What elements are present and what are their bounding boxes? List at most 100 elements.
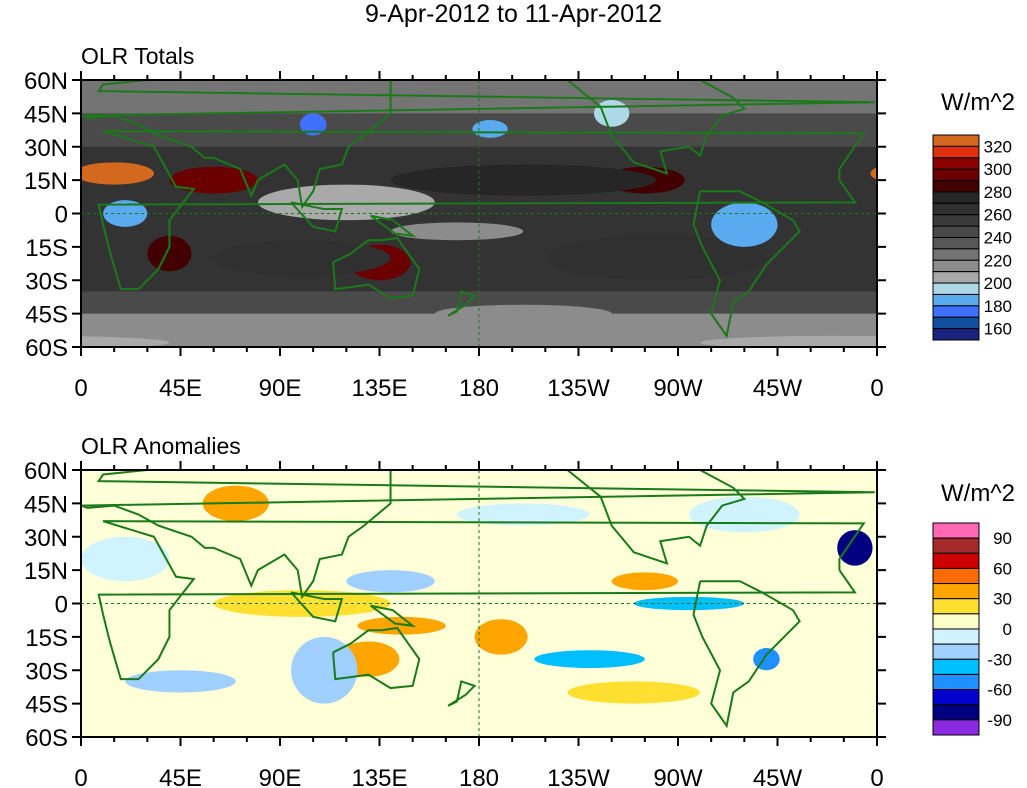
- contour-feature: [545, 235, 767, 281]
- coastline: [692, 580, 801, 729]
- coastline: [370, 604, 417, 628]
- coastline: [332, 236, 421, 300]
- colorbar-box: [932, 237, 980, 250]
- x-tick-label: 45E: [159, 765, 202, 788]
- coastline: [290, 201, 344, 233]
- y-tick-label: 45N: [24, 491, 68, 518]
- contour-feature: [0, 497, 4, 533]
- y-tick-label: 0: [55, 592, 68, 619]
- colorbar-label: -60: [987, 681, 1012, 700]
- coastline: [692, 190, 801, 339]
- colorbar-label: 0: [1003, 620, 1012, 639]
- colorbar-box: [932, 202, 980, 216]
- colorbar-box: [932, 613, 980, 630]
- y-tick-label: 30N: [24, 525, 68, 552]
- colorbar-box: [932, 583, 980, 600]
- coastline: [332, 626, 421, 690]
- x-tick-label: 135W: [547, 375, 610, 402]
- colorbar-box: [932, 673, 980, 691]
- y-tick-label: 45S: [25, 302, 68, 329]
- colorbar-box: [932, 134, 980, 147]
- colorbar-box: [932, 598, 980, 615]
- coastline: [81, 470, 875, 600]
- contour-feature: [81, 162, 154, 185]
- x-tick-label: 45W: [753, 375, 803, 402]
- contour-feature: [125, 670, 236, 693]
- colorbar-box: [932, 689, 980, 706]
- colorbar-label: 260: [984, 206, 1012, 225]
- x-tick-label: 0: [870, 375, 883, 402]
- contour-feature: [390, 222, 524, 241]
- colorbar-label: 30: [993, 590, 1012, 609]
- colorbar-label: 90: [993, 529, 1012, 548]
- contour-feature: [213, 240, 391, 276]
- contour-feature: [567, 681, 701, 704]
- contour-feature: [711, 202, 778, 247]
- colorbar-box: [932, 704, 980, 721]
- colorbar-box: [932, 225, 980, 239]
- contour-field: [0, 470, 1027, 737]
- y-tick-label: 60N: [24, 458, 68, 485]
- colorbar-units: W/m^2: [941, 89, 1015, 116]
- colorbar-label: 220: [984, 251, 1012, 270]
- colorbar-box: [932, 658, 980, 675]
- coastline: [447, 680, 477, 707]
- colorbar-box: [932, 316, 980, 330]
- colorbar-box: [932, 522, 980, 539]
- colorbar-units: W/m^2: [941, 480, 1015, 507]
- contour-feature: [1010, 590, 1027, 617]
- x-tick-label: 0: [74, 765, 87, 788]
- contour-feature: [81, 336, 170, 347]
- contour-feature: [147, 235, 192, 272]
- y-tick-label: 15N: [24, 558, 68, 585]
- coastline: [565, 470, 747, 566]
- colorbar-box: [932, 248, 980, 261]
- y-tick-label: 0: [55, 202, 68, 229]
- contour-feature: [870, 167, 877, 180]
- x-tick-label: 90E: [259, 375, 302, 402]
- colorbar-box: [932, 643, 980, 660]
- x-tick-label: 90W: [653, 375, 703, 402]
- contour-feature: [169, 315, 391, 334]
- colorbar-label: 240: [984, 229, 1012, 248]
- contour-feature: [456, 503, 590, 526]
- y-tick-label: 15N: [24, 168, 68, 195]
- colorbar-box: [932, 305, 980, 318]
- colorbar-box: [932, 259, 980, 273]
- colorbar-box: [932, 719, 980, 736]
- x-tick-label: 135E: [351, 375, 407, 402]
- coastline: [447, 290, 477, 317]
- y-tick-label: 60N: [24, 68, 68, 95]
- colorbar-label: 60: [993, 559, 1012, 578]
- x-tick-label: 180: [459, 765, 499, 788]
- colorbar-box: [932, 282, 980, 295]
- colorbar-box: [932, 214, 980, 227]
- colorbar-box: [932, 145, 980, 159]
- coastline: [97, 520, 866, 681]
- y-tick-label: 45N: [24, 101, 68, 128]
- colorbar-box: [932, 328, 980, 341]
- x-tick-label: 45W: [753, 765, 803, 788]
- colorbar-box: [932, 567, 980, 585]
- y-tick-label: 30N: [24, 135, 68, 162]
- x-tick-label: 0: [870, 765, 883, 788]
- coastline: [565, 80, 747, 176]
- y-tick-label: 60S: [25, 725, 68, 752]
- coastline: [97, 130, 866, 291]
- contour-feature: [346, 570, 435, 593]
- colorbar-label: 160: [984, 320, 1012, 339]
- colorbar-box: [932, 157, 980, 170]
- y-tick-label: 45S: [25, 692, 68, 719]
- panel-title-anomalies: OLR Anomalies: [81, 433, 241, 459]
- y-tick-label: 30S: [25, 658, 68, 685]
- contour-feature: [390, 164, 656, 196]
- colorbar-box: [932, 537, 980, 554]
- coastline: [81, 80, 875, 210]
- panel-title-totals: OLR Totals: [81, 43, 195, 69]
- colorbar-label: 300: [984, 160, 1012, 179]
- contour-field: [81, 80, 877, 347]
- colorbar-label: 280: [984, 183, 1012, 202]
- colorbar-label: 180: [984, 297, 1012, 316]
- contour-feature: [81, 536, 170, 582]
